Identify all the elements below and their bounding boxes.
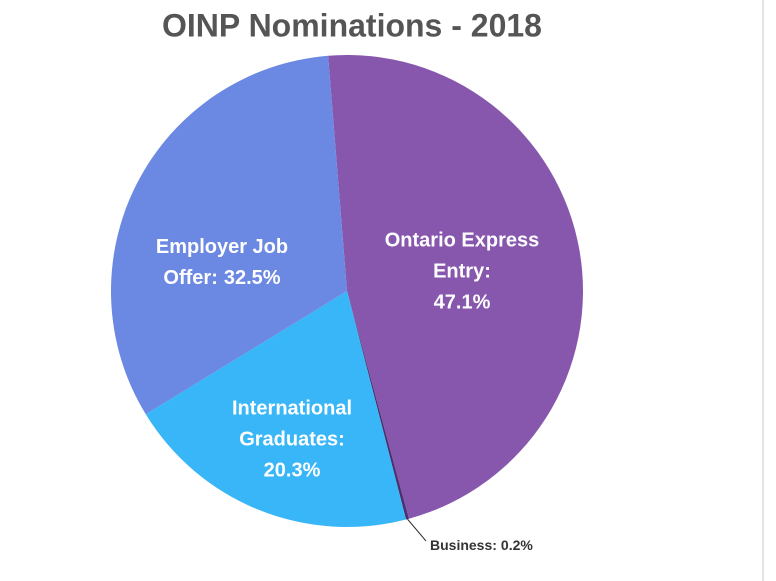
pie-slice xyxy=(111,55,347,415)
slice-label: Employer Job Offer: 32.5% xyxy=(135,232,310,294)
category-label: Employer Job Offer: xyxy=(155,236,289,289)
slice-label: Business: 0.2% xyxy=(430,536,533,554)
slice-label: Ontario Express Entry: 47.1% xyxy=(383,226,541,319)
value-label: 32.5% xyxy=(223,267,281,289)
pie-slice xyxy=(328,54,584,519)
slice-label: International Graduates: 20.3% xyxy=(217,394,367,487)
pie-slice xyxy=(145,291,407,527)
category-label: Business: xyxy=(430,537,497,553)
chart-title: OINP Nominations - 2018 xyxy=(162,7,542,43)
pie-slice xyxy=(347,291,409,520)
value-label: 47.1% xyxy=(433,291,491,314)
category-label: International Graduates: xyxy=(231,397,352,451)
value-label: 0.2% xyxy=(500,537,533,553)
value-label: 20.3% xyxy=(263,459,321,482)
leader-line xyxy=(407,518,427,542)
category-label: Ontario Express Entry: xyxy=(384,229,540,283)
